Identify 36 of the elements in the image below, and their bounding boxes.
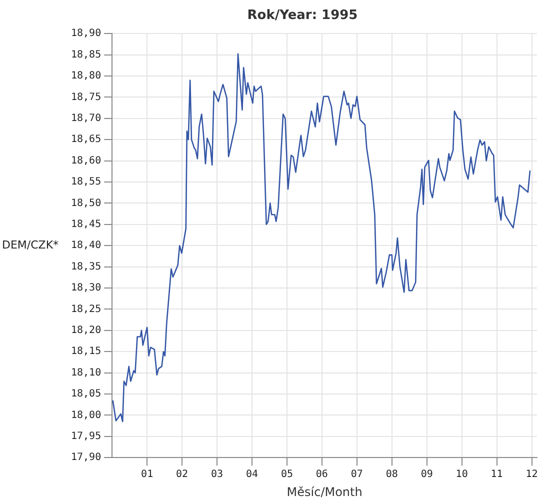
x-tick-label: 05 — [280, 469, 293, 480]
y-tick-label: 18,30 — [70, 282, 102, 294]
x-axis-title: Měsíc/Month — [286, 484, 362, 499]
y-tick-label: 18,75 — [70, 92, 102, 103]
y-tick-label: 18,15 — [70, 346, 102, 358]
x-tick-label: 07 — [350, 469, 363, 480]
y-tick-label: 18,90 — [70, 28, 102, 40]
x-tick-label: 04 — [246, 469, 258, 480]
y-tick-label: 18,50 — [70, 198, 102, 209]
y-tick-label: 18,10 — [70, 367, 102, 378]
y-tick-label: 18,65 — [70, 134, 102, 146]
x-tick-label: 03 — [210, 469, 224, 480]
y-tick-label: 18,05 — [70, 388, 102, 400]
y-tick-label: 17,90 — [70, 452, 102, 464]
y-axis-title: DEM/CZK* — [2, 238, 60, 252]
y-tick-label: 18,85 — [70, 49, 102, 60]
x-tick-label: 10 — [456, 469, 468, 480]
x-tick-label: 09 — [420, 469, 433, 480]
y-tick-label: 18,40 — [70, 240, 102, 252]
x-tick-label: 01 — [141, 469, 154, 480]
y-tick-label: 18,35 — [70, 261, 102, 272]
y-tick-label: 18,80 — [70, 70, 102, 82]
y-tick-label: 18,55 — [70, 176, 102, 188]
x-tick-label: 06 — [316, 469, 328, 480]
y-tick-label: 18,70 — [70, 112, 102, 124]
x-tick-label: 12 — [526, 469, 538, 480]
chart-title: Rok/Year: 1995 — [247, 8, 358, 24]
y-tick-label: 18,45 — [70, 218, 102, 230]
y-tick-label: 18,25 — [70, 304, 102, 315]
x-tick-label: 02 — [176, 469, 188, 480]
x-tick-label: 11 — [490, 469, 503, 480]
x-tick-label: 08 — [386, 469, 398, 480]
y-tick-label: 18,60 — [70, 155, 102, 166]
y-tick-label: 18,20 — [70, 324, 102, 336]
y-tick-label: 17,95 — [70, 430, 102, 442]
y-tick-label: 18,00 — [70, 410, 102, 421]
